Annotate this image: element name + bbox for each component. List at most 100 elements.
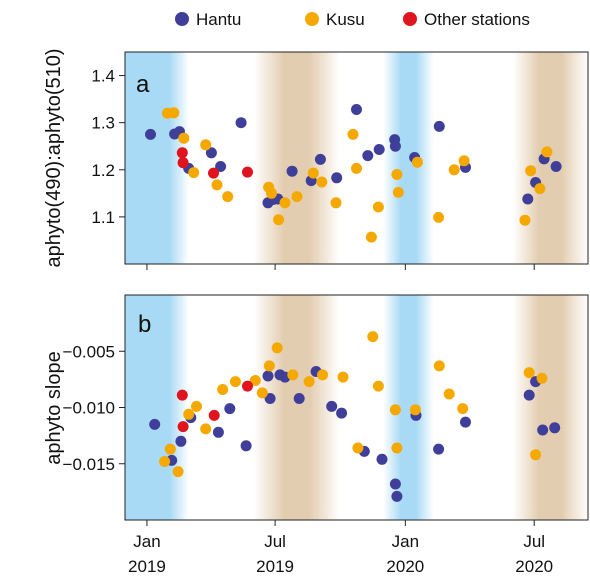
y-tick-label: −0.010	[63, 399, 115, 418]
data-point-kusu	[391, 442, 403, 454]
x-axis-labels: Jan 2019 Jul 2019 Jan 2020 Jul 2020	[128, 532, 553, 576]
data-point-hantu	[240, 440, 252, 452]
data-point-kusu	[389, 404, 401, 416]
data-point-other-stations	[177, 157, 189, 169]
data-point-kusu	[303, 376, 315, 388]
data-point-hantu	[523, 389, 535, 401]
data-point-hantu	[205, 147, 217, 159]
panel-b-y-axis-title: aphyto slope	[43, 351, 65, 464]
y-tick-label: −0.015	[63, 455, 115, 474]
season-band	[512, 295, 588, 520]
data-point-kusu	[367, 331, 379, 343]
data-point-kusu	[273, 214, 285, 226]
x-tick-label-year: 2020	[515, 557, 553, 576]
legend-marker-other-stations	[403, 12, 417, 26]
data-point-kusu	[534, 183, 546, 195]
data-point-kusu	[200, 423, 212, 435]
data-point-hantu	[362, 150, 374, 162]
data-point-kusu	[433, 360, 445, 372]
data-point-other-stations	[208, 409, 220, 421]
data-point-kusu	[291, 191, 303, 203]
season-band	[512, 52, 588, 264]
data-point-hantu	[224, 403, 236, 415]
data-point-kusu	[457, 403, 469, 415]
data-point-hantu	[336, 407, 348, 419]
data-point-kusu	[541, 146, 553, 158]
legend: Hantu Kusu Other stations	[175, 10, 530, 29]
data-point-kusu	[249, 375, 261, 386]
data-point-kusu	[317, 369, 328, 381]
data-point-hantu	[235, 117, 247, 129]
data-point-kusu	[191, 400, 202, 412]
data-point-kusu	[392, 186, 404, 198]
data-point-hantu	[314, 153, 326, 165]
x-tick-label-month: Jul	[264, 532, 286, 551]
x-tick-label-month: Jan	[133, 532, 160, 551]
data-point-kusu	[159, 456, 171, 467]
legend-marker-hantu	[175, 12, 189, 26]
data-point-kusu	[433, 211, 445, 223]
data-point-kusu	[183, 408, 195, 420]
data-point-hantu	[433, 120, 445, 132]
data-point-kusu	[330, 197, 342, 209]
data-point-hantu	[326, 400, 338, 412]
data-point-hantu	[549, 422, 561, 434]
data-point-hantu	[145, 128, 156, 140]
panel-a: 1.1 1.2 1.3 1.4 a aphyto(490):aphyto(510)	[43, 48, 589, 270]
data-point-kusu	[530, 449, 542, 461]
data-point-kusu	[409, 404, 421, 416]
panel-b-points	[149, 331, 561, 502]
data-point-hantu	[391, 490, 403, 502]
legend-label-other-stations: Other stations	[424, 10, 530, 29]
data-point-kusu	[307, 167, 319, 179]
data-point-kusu	[458, 155, 470, 167]
panel-a-season-bands	[125, 52, 588, 264]
legend-label-hantu: Hantu	[196, 10, 241, 29]
panel-a-label: a	[136, 71, 150, 98]
data-point-hantu	[373, 144, 385, 155]
data-point-kusu	[217, 384, 229, 395]
season-band	[125, 52, 189, 264]
data-point-hantu	[286, 165, 298, 177]
panel-a-x-axis	[146, 264, 535, 270]
data-point-hantu	[175, 435, 187, 447]
data-point-hantu	[212, 426, 224, 438]
data-point-kusu	[372, 201, 384, 213]
data-point-kusu	[168, 107, 180, 119]
data-point-hantu	[389, 478, 401, 490]
data-point-kusu	[287, 369, 299, 381]
data-point-hantu	[537, 424, 549, 436]
data-point-other-stations	[208, 167, 219, 179]
data-point-kusu	[178, 132, 190, 144]
data-point-kusu	[372, 380, 384, 392]
data-point-kusu	[347, 128, 359, 140]
data-point-other-stations	[176, 147, 188, 159]
data-point-kusu	[316, 176, 328, 188]
x-tick-label-year: 2020	[386, 557, 424, 576]
panel-a-points	[145, 104, 562, 243]
data-point-hantu	[293, 393, 305, 404]
data-point-kusu	[256, 387, 268, 399]
data-point-hantu	[460, 416, 471, 428]
data-point-hantu	[389, 140, 401, 152]
season-band	[253, 295, 340, 520]
data-point-hantu	[262, 370, 274, 382]
data-point-hantu	[264, 393, 276, 404]
data-point-hantu	[149, 418, 161, 430]
legend-item-hantu: Hantu	[175, 10, 241, 29]
data-point-kusu	[536, 372, 548, 384]
legend-item-other-stations: Other stations	[403, 10, 530, 29]
data-point-kusu	[211, 179, 223, 191]
data-point-kusu	[222, 191, 234, 203]
data-point-kusu	[443, 388, 455, 400]
panel-b-season-bands	[125, 295, 588, 520]
data-point-hantu	[331, 172, 343, 184]
data-point-kusu	[200, 139, 212, 151]
data-point-hantu	[550, 161, 562, 172]
season-band	[383, 52, 434, 264]
data-point-other-stations	[177, 421, 189, 433]
data-point-kusu	[448, 164, 460, 176]
y-tick-label: 1.2	[91, 161, 115, 180]
data-point-kusu	[391, 169, 403, 180]
